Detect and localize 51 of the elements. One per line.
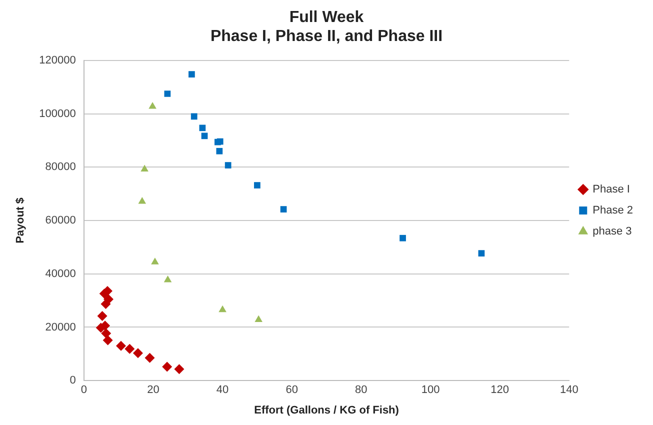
point (216, 138, 224, 145)
point (144, 352, 155, 363)
point (140, 164, 148, 172)
point (224, 162, 232, 168)
x-tick-label: 80 (355, 384, 368, 396)
point (478, 250, 485, 257)
y-tick-label: 120000 (39, 54, 76, 66)
legend-label: phase 3 (592, 226, 632, 238)
point (216, 148, 223, 154)
x-axis-title: Effort (Gallons / KG of Fish) (254, 404, 400, 416)
point (199, 124, 206, 132)
point (201, 132, 208, 140)
point (102, 335, 113, 346)
legend-label: Phase I (592, 184, 630, 196)
y-axis-title: Payout $ (14, 198, 27, 244)
point (218, 305, 226, 312)
point (174, 364, 184, 374)
point (190, 113, 198, 120)
y-tick-label: 20000 (45, 321, 76, 334)
x-tick-label: 40 (216, 384, 229, 396)
x-tick-label: 20 (147, 384, 160, 396)
point (151, 258, 159, 264)
point (280, 206, 287, 212)
chart-title: Full Week Phase I, Phase II, and Phase III (210, 9, 443, 46)
y-tick-label: 100000 (39, 108, 76, 120)
point (148, 102, 156, 109)
point (164, 276, 172, 282)
y-tick-label: 60000 (45, 214, 76, 227)
point (254, 182, 260, 188)
x-tick-label: 60 (286, 384, 298, 396)
y-tick-label: 80000 (45, 161, 76, 174)
point (124, 344, 135, 354)
point (254, 315, 262, 322)
point (164, 90, 171, 97)
point (97, 311, 108, 322)
x-tick-label: 0 (80, 384, 87, 396)
point (100, 299, 111, 310)
point (100, 320, 110, 331)
legend-label: Phase 2 (592, 204, 634, 217)
point (188, 71, 195, 78)
point (138, 197, 146, 204)
point (400, 234, 406, 242)
y-tick-label: 0 (70, 374, 76, 387)
x-tick-label: 140 (560, 384, 578, 396)
point (132, 348, 143, 358)
point (101, 328, 112, 338)
y-tick-label: 40000 (45, 268, 76, 280)
point (162, 362, 172, 372)
x-tick-label: 100 (421, 384, 440, 396)
point (116, 340, 126, 351)
x-tick-label: 120 (490, 384, 509, 396)
